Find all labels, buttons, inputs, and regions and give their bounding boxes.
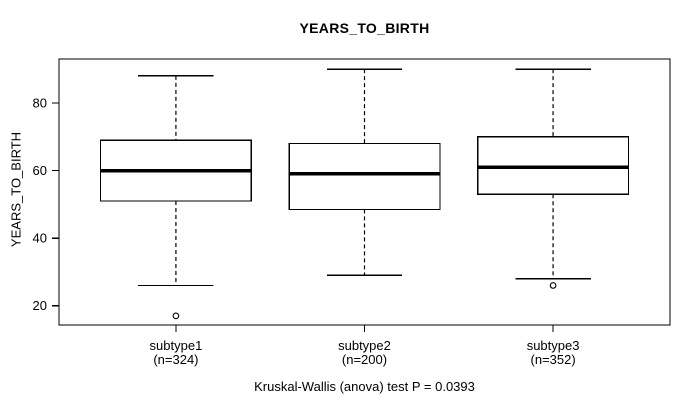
group-label: subtype2: [338, 338, 391, 353]
group-count-label: (n=352): [530, 352, 575, 367]
outlier-point: [172, 312, 180, 320]
y-axis-tick-label: 60: [33, 163, 47, 178]
chart-title: YEARS_TO_BIRTH: [299, 20, 430, 36]
y-axis-tick-label: 80: [33, 95, 47, 110]
group-count-label: (n=324): [153, 352, 198, 367]
group-count-label: (n=200): [342, 352, 387, 367]
y-axis-tick-label: 20: [33, 298, 47, 313]
iqr-box: [288, 142, 441, 211]
outlier-point: [549, 282, 557, 289]
group-label: subtype3: [527, 338, 580, 353]
group-label: subtype1: [150, 338, 203, 353]
stats-caption: Kruskal-Wallis (anova) test P = 0.0393: [254, 379, 475, 394]
y-axis-tick-label: 40: [33, 231, 47, 246]
